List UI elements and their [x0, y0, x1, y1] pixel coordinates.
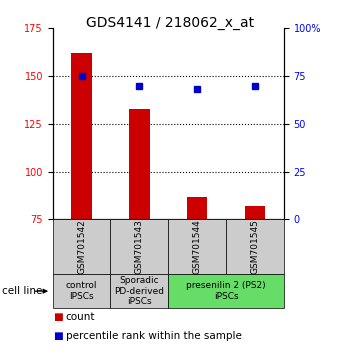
- Text: ■: ■: [53, 331, 63, 341]
- Text: GSM701542: GSM701542: [77, 219, 86, 274]
- Text: GSM701545: GSM701545: [251, 219, 259, 274]
- Bar: [245, 206, 265, 219]
- Text: count: count: [66, 312, 95, 322]
- Bar: [129, 109, 150, 219]
- Bar: [71, 53, 92, 219]
- Bar: [187, 196, 207, 219]
- Text: percentile rank within the sample: percentile rank within the sample: [66, 331, 241, 341]
- Text: ■: ■: [53, 312, 63, 322]
- Text: cell line: cell line: [2, 286, 42, 296]
- Text: GDS4141 / 218062_x_at: GDS4141 / 218062_x_at: [86, 16, 254, 30]
- Text: presenilin 2 (PS2)
iPSCs: presenilin 2 (PS2) iPSCs: [186, 281, 266, 301]
- Text: control
IPSCs: control IPSCs: [66, 281, 97, 301]
- Text: GSM701544: GSM701544: [193, 219, 202, 274]
- Text: Sporadic
PD-derived
iPSCs: Sporadic PD-derived iPSCs: [114, 276, 165, 306]
- Text: GSM701543: GSM701543: [135, 219, 144, 274]
